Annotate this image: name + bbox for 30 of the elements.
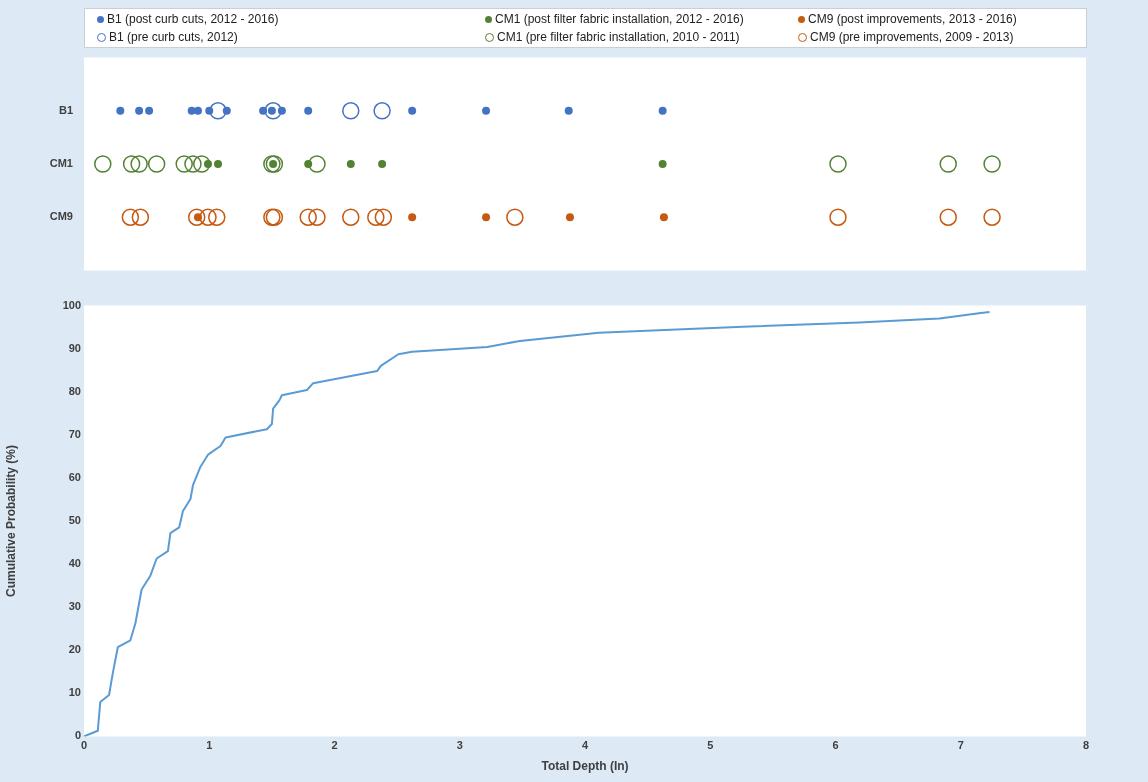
x-tick-label: 2 — [331, 739, 338, 752]
y-tick-label: 30 — [68, 600, 81, 613]
y-tick-label: B1 — [58, 103, 73, 116]
legend-label: CM1 (post filter fabric installation, 2012 - 2016) — [494, 12, 745, 26]
y-tick-label: CM9 — [49, 210, 73, 223]
y-tick-label: 20 — [68, 643, 81, 656]
y-tick-label: 100 — [62, 298, 81, 311]
y-tick-label: 40 — [68, 557, 81, 570]
legend-label: CM1 (pre filter fabric installation, 2010 - 2011) — [496, 30, 741, 44]
y-tick-label: 10 — [68, 686, 81, 699]
legend-label: CM9 (post improvements, 2013 - 2016) — [807, 12, 1018, 26]
x-tick-label: 1 — [206, 739, 213, 752]
y-tick-label: 80 — [68, 384, 81, 397]
y-tick-label: 0 — [74, 729, 81, 742]
legend-label: CM9 (pre improvements, 2009 - 2013) — [809, 30, 1015, 44]
x-tick-label: 7 — [957, 739, 964, 752]
y-tick-label: 70 — [68, 427, 81, 440]
x-tick-label: 4 — [581, 739, 589, 752]
y-tick-label: 50 — [68, 514, 81, 527]
x-tick-label: 8 — [1082, 739, 1090, 752]
y-tick-label: CM1 — [49, 157, 73, 170]
legend-label: B1 (pre curb cuts, 2012) — [108, 30, 239, 44]
x-tick-label: 5 — [707, 739, 714, 752]
y-tick-label: 90 — [68, 341, 81, 354]
x-tick-label: 3 — [456, 739, 463, 752]
x-tick-label: 6 — [832, 739, 839, 752]
y-tick-label: 60 — [68, 470, 81, 483]
y-axis-title: Cumulative Probability (%) — [3, 444, 18, 598]
x-axis-title: Total Depth (In) — [541, 759, 629, 774]
legend-label: B1 (post curb cuts, 2012 - 2016) — [106, 12, 280, 26]
